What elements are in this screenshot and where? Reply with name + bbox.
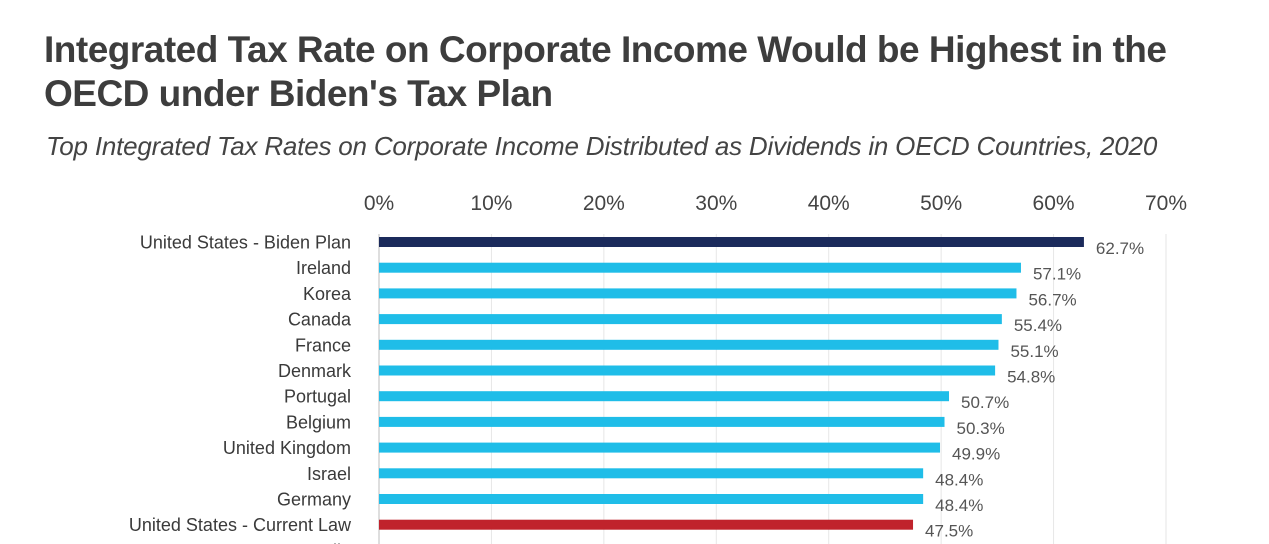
data-label: 48.4%: [935, 470, 983, 489]
bar: [379, 442, 941, 453]
bars: [379, 237, 1084, 530]
gridlines: [378, 234, 1167, 544]
category-label: United States - Current Law: [129, 515, 352, 535]
bar: [379, 365, 996, 376]
data-label: 47.5%: [925, 522, 973, 541]
category-label: Korea: [303, 284, 352, 304]
x-tick-label: 20%: [583, 192, 625, 215]
bar: [379, 262, 1021, 273]
data-label: 62.7%: [1096, 239, 1144, 258]
bar: [379, 314, 1002, 325]
chart-title: Integrated Tax Rate on Corporate Income …: [44, 29, 1167, 114]
data-label: 56.7%: [1028, 290, 1076, 309]
category-label: Germany: [277, 490, 351, 510]
y-axis-labels: United States - Biden Plan Ireland Korea Ca…: [129, 233, 352, 544]
bar: [379, 494, 924, 504]
bar: [379, 237, 1084, 247]
bar: [379, 288, 1017, 299]
category-label: Denmark: [278, 361, 352, 381]
bar: [379, 391, 950, 402]
bar: [379, 339, 999, 350]
data-label: 50.7%: [961, 393, 1009, 412]
category-label: Australia: [281, 541, 352, 544]
category-label: United Kingdom: [223, 438, 351, 458]
bar: [379, 468, 924, 479]
category-label: Canada: [288, 310, 352, 330]
data-label: 55.4%: [1014, 316, 1062, 335]
data-label: 50.3%: [957, 419, 1005, 438]
data-label: 57.1%: [1033, 265, 1081, 284]
x-tick-label: 30%: [695, 192, 737, 215]
data-label: 54.8%: [1007, 368, 1055, 387]
data-label: 48.4%: [935, 496, 983, 515]
x-tick-label: 70%: [1145, 192, 1187, 215]
category-label: Belgium: [286, 412, 351, 432]
data-label: 49.9%: [952, 445, 1000, 464]
category-label: Portugal: [284, 387, 351, 407]
data-labels: 62.7% 57.1% 56.7% 55.4% 55.1% 54.8% 50.7% 50.3%…: [925, 239, 1144, 541]
chart-subtitle: Top Integrated Tax Rates on Corporate In…: [46, 131, 1158, 161]
x-tick-label: 50%: [920, 192, 962, 215]
category-label: Israel: [307, 464, 351, 484]
x-tick-label: 0%: [364, 192, 394, 215]
category-label: France: [295, 335, 351, 355]
category-label: Ireland: [296, 258, 351, 278]
x-tick-label: 40%: [808, 192, 850, 215]
data-label: 55.1%: [1010, 342, 1058, 361]
x-tick-label: 10%: [470, 192, 512, 215]
category-label: United States - Biden Plan: [140, 233, 351, 253]
bar-chart: 0% 10% 20% 30% 40% 50% 60% 70% United States - …: [129, 192, 1187, 544]
bar: [379, 519, 914, 530]
x-axis-ticks: 0% 10% 20% 30% 40% 50% 60% 70%: [364, 192, 1187, 215]
bar: [379, 416, 945, 427]
x-tick-label: 60%: [1033, 192, 1075, 215]
